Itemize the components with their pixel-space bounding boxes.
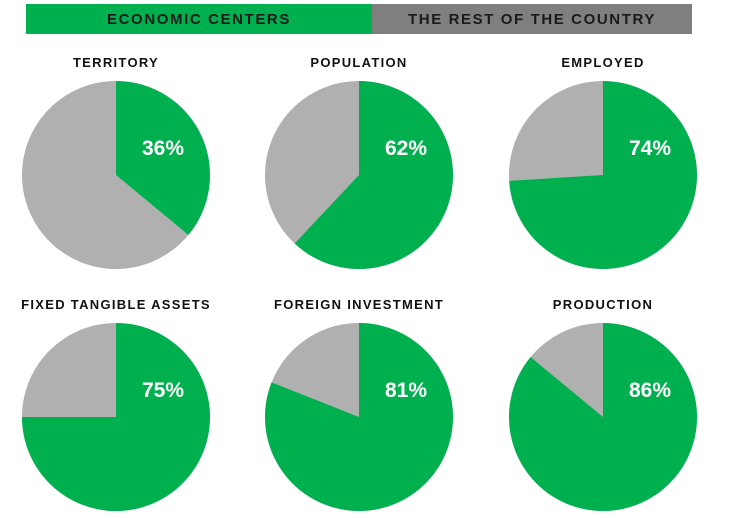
fixed-tangible-assets-title: FIXED TANGIBLE ASSETS xyxy=(21,297,211,312)
population-title: POPULATION xyxy=(310,55,407,70)
production-title: PRODUCTION xyxy=(553,297,653,312)
population-percent-label: 62% xyxy=(385,137,427,160)
population-economic-centers-slice xyxy=(294,81,453,269)
employed-economic-centers-slice xyxy=(509,81,697,269)
employed-title: EMPLOYED xyxy=(561,55,644,70)
territory-title: TERRITORY xyxy=(73,55,159,70)
foreign-investment-title: FOREIGN INVESTMENT xyxy=(274,297,444,312)
foreign-investment-percent-label: 81% xyxy=(385,379,427,402)
foreign-investment-economic-centers-slice xyxy=(264,323,453,511)
fixed-tangible-assets-economic-centers-slice xyxy=(22,323,210,511)
legend: ECONOMIC CENTERS THE REST OF THE COUNTRY xyxy=(26,4,692,34)
legend-rest-of-country: THE REST OF THE COUNTRY xyxy=(372,4,692,34)
production-percent-label: 86% xyxy=(629,379,671,402)
legend-economic-centers: ECONOMIC CENTERS xyxy=(26,4,372,34)
territory-economic-centers-slice xyxy=(116,81,210,235)
employed-percent-label: 74% xyxy=(629,137,671,160)
production-economic-centers-slice xyxy=(509,323,697,511)
territory-percent-label: 36% xyxy=(142,137,184,160)
fixed-tangible-assets-percent-label: 75% xyxy=(142,379,184,402)
